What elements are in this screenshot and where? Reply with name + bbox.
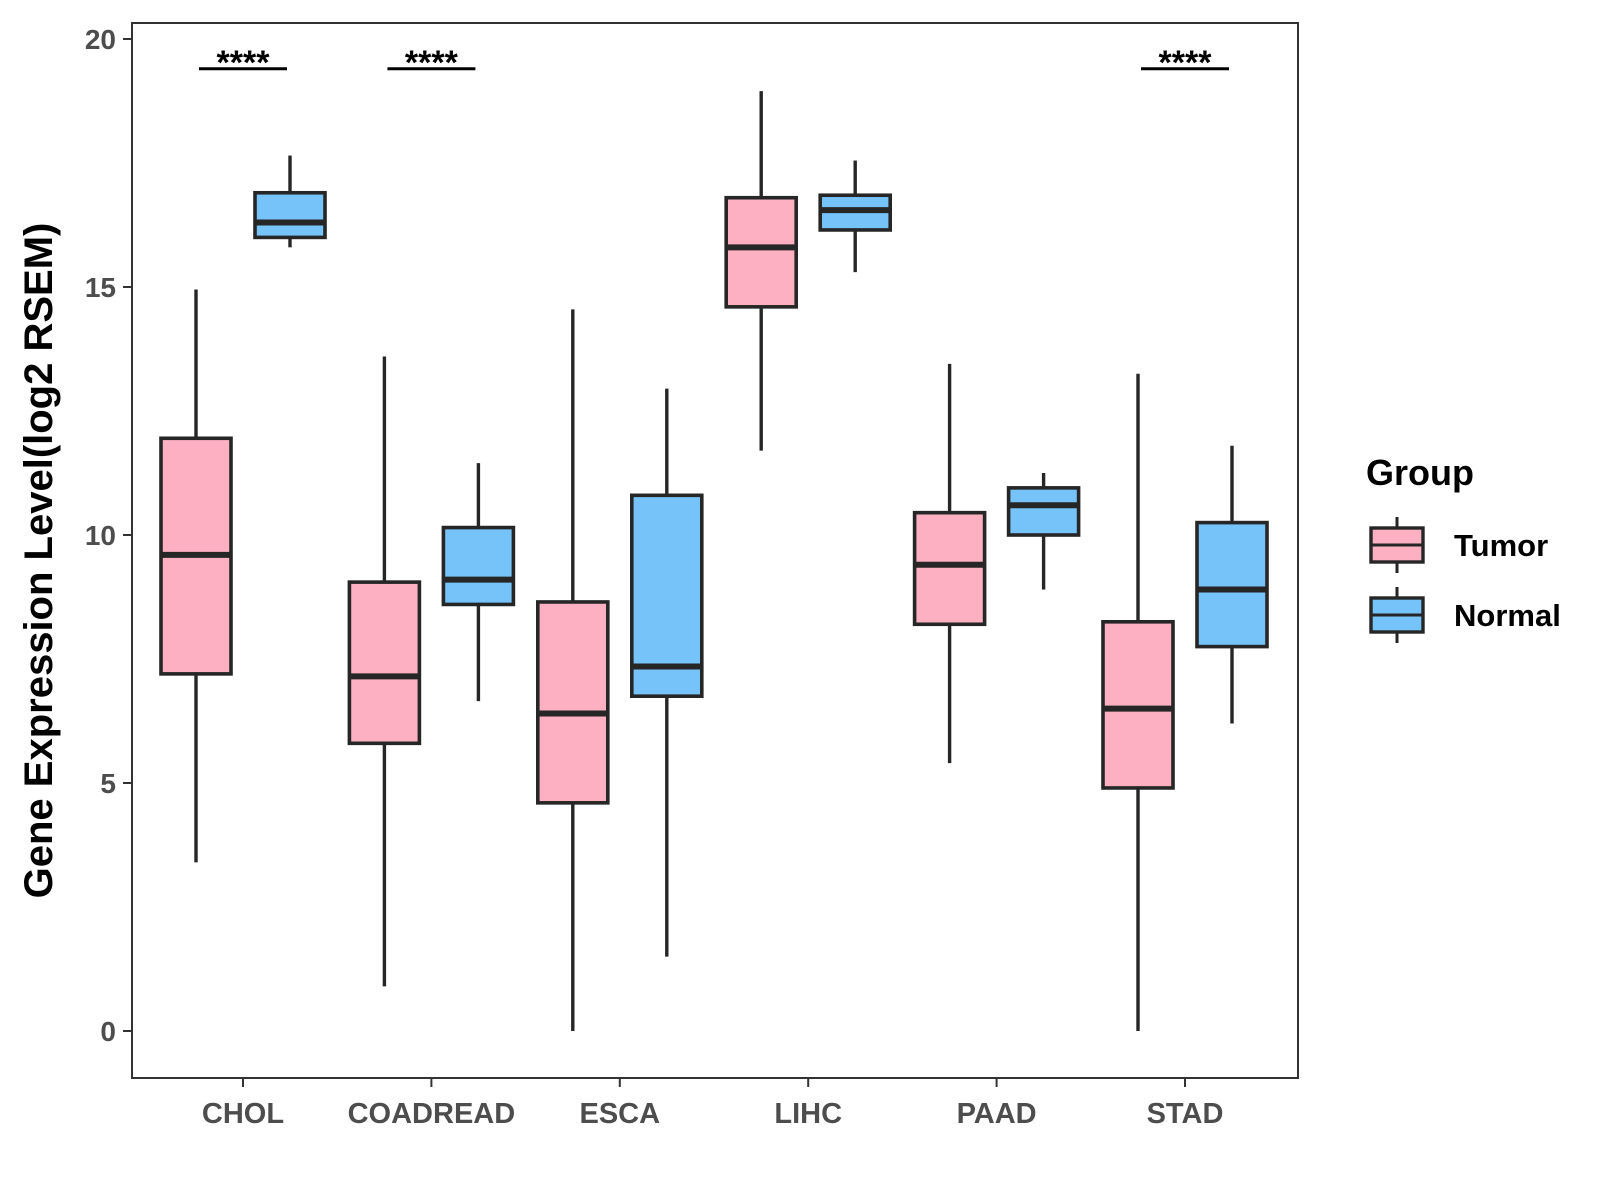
box-tumor-paad	[912, 363, 987, 764]
significance-annotations: **** **** ****	[199, 44, 1229, 82]
y-tick-label: 0	[100, 1016, 116, 1047]
legend-title: Group	[1366, 452, 1474, 493]
x-tick-label: ESCA	[580, 1098, 661, 1130]
box-tumor-stad	[1101, 373, 1175, 1031]
plot-panel-border	[131, 22, 1299, 1079]
box-normal-chol	[253, 155, 327, 248]
iqr-box	[253, 190, 327, 240]
significance-label: ****	[1159, 44, 1213, 82]
boxes-layer	[159, 91, 1269, 1031]
x-tick-label: LIHC	[774, 1098, 842, 1130]
box-normal-coadread	[441, 463, 516, 702]
iqr-box	[912, 510, 987, 627]
iqr-box	[724, 195, 799, 309]
iqr-box	[1006, 486, 1081, 537]
box-tumor-coadread	[347, 356, 422, 987]
iqr-box	[441, 525, 516, 607]
box-tumor-esca	[535, 309, 610, 1031]
significance-stad: ****	[1141, 44, 1229, 82]
legend-label: Tumor	[1454, 528, 1548, 563]
significance-label: ****	[217, 44, 271, 82]
y-axis-label: Gene Expression Level(log2 RSEM)	[17, 223, 61, 899]
y-tick-label: 10	[85, 520, 116, 551]
legend-entry-tumor: Tumor	[1369, 517, 1548, 573]
x-tick-label: STAD	[1147, 1098, 1224, 1130]
significance-coadread: ****	[387, 44, 476, 82]
significance-chol: ****	[199, 44, 287, 82]
iqr-box	[629, 493, 704, 699]
box-normal-paad	[1006, 473, 1081, 590]
x-tick-label: COADREAD	[348, 1098, 516, 1130]
iqr-box	[347, 580, 422, 746]
box-tumor-lihc	[724, 91, 799, 451]
box-normal-lihc	[818, 160, 893, 273]
box-tumor-chol	[159, 289, 233, 863]
x-tick-label: CHOL	[202, 1098, 284, 1130]
box-normal-esca	[629, 388, 704, 957]
legend-label: Normal	[1454, 598, 1561, 633]
y-tick-label: 15	[85, 272, 116, 303]
legend: Group Tumor Normal	[1366, 452, 1561, 643]
significance-label: ****	[405, 44, 459, 82]
iqr-box	[1101, 619, 1175, 790]
legend-entry-normal: Normal	[1369, 587, 1561, 643]
box-normal-stad	[1195, 445, 1269, 724]
y-tick-label: 20	[85, 24, 116, 55]
y-tick-label: 5	[100, 768, 116, 799]
iqr-box	[1195, 520, 1269, 649]
iqr-box	[535, 600, 610, 805]
x-tick-label: PAAD	[957, 1098, 1037, 1130]
axes: 0 5 10 15 20 CHOL COADREAD ESCA LIHC PAAD STAD	[85, 24, 1224, 1130]
